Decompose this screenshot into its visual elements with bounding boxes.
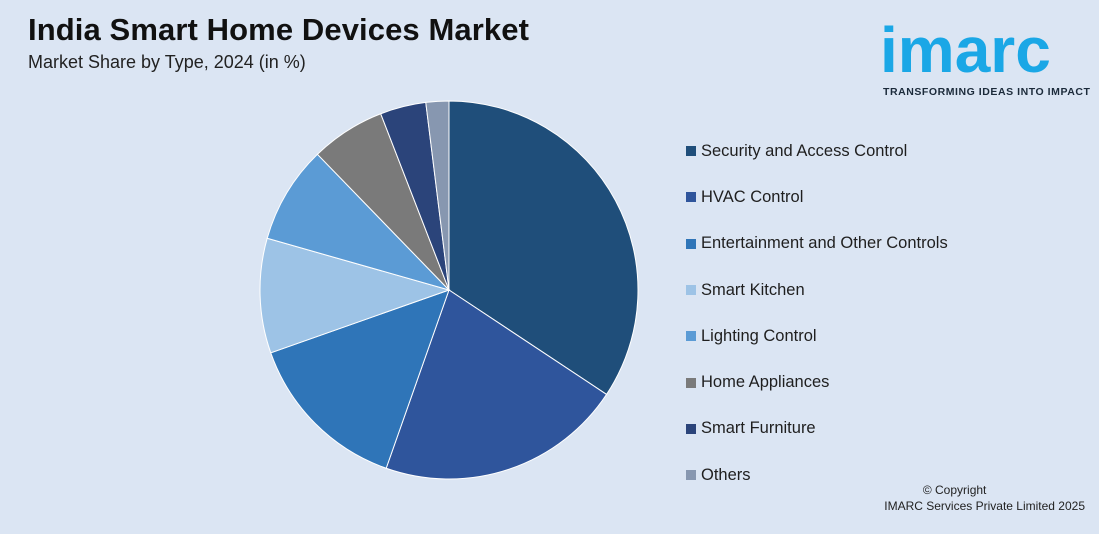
- legend-item: HVAC Control: [686, 174, 948, 220]
- logo-tagline: TRANSFORMING IDEAS INTO IMPACT: [883, 86, 1091, 98]
- pie-slice-lighting-control: [266, 153, 451, 291]
- legend-item: Lighting Control: [686, 313, 948, 359]
- chart-legend: Security and Access Control HVAC Control E…: [686, 128, 948, 498]
- legend-swatch: [686, 238, 696, 249]
- legend-label: HVAC Control: [701, 187, 804, 206]
- chart-subtitle: Market Share by Type, 2024 (in %): [28, 52, 306, 72]
- legend-item: Entertainment and Other Controls: [686, 221, 948, 267]
- legend-item: Smart Furniture: [686, 406, 948, 452]
- legend-swatch: [686, 285, 696, 296]
- legend-item: Home Appliances: [686, 359, 948, 405]
- legend-item: Security and Access Control: [686, 128, 948, 174]
- legend-label: Lighting Control: [701, 326, 817, 345]
- legend-label: Security and Access Control: [701, 141, 908, 160]
- legend-label: Smart Kitchen: [701, 280, 805, 299]
- legend-label: Entertainment and Other Controls: [701, 234, 948, 253]
- copyright-line-1: © Copyright: [922, 483, 987, 497]
- legend-label: Others: [701, 465, 751, 484]
- legend-label: Smart Furniture: [701, 419, 816, 438]
- legend-swatch: [686, 192, 696, 203]
- logo-wordmark: imarc: [880, 14, 1051, 86]
- copyright: © Copyright IMARC Services Private Limit…: [884, 482, 1085, 514]
- copyright-line-2: IMARC Services Private Limited 2025: [884, 499, 1085, 513]
- pie-slice-entertainment-and-other-controls: [270, 289, 450, 469]
- legend-swatch: [686, 377, 696, 388]
- pie-chart: [259, 100, 639, 480]
- legend-item: Smart Kitchen: [686, 267, 948, 313]
- chart-title: India Smart Home Devices Market: [28, 12, 530, 47]
- legend-label: Home Appliances: [701, 373, 830, 392]
- legend-swatch: [686, 331, 696, 342]
- legend-swatch: [686, 146, 696, 157]
- legend-item: Others: [686, 452, 948, 498]
- legend-swatch: [686, 423, 696, 434]
- pie-slice-others: [425, 100, 450, 291]
- pie-slice-smart-kitchen: [259, 237, 451, 354]
- legend-swatch: [686, 470, 696, 481]
- pie-slice-hvac-control: [385, 289, 608, 480]
- imarc-logo: imarc TRANSFORMING IDEAS INTO IMPACT: [880, 10, 1092, 102]
